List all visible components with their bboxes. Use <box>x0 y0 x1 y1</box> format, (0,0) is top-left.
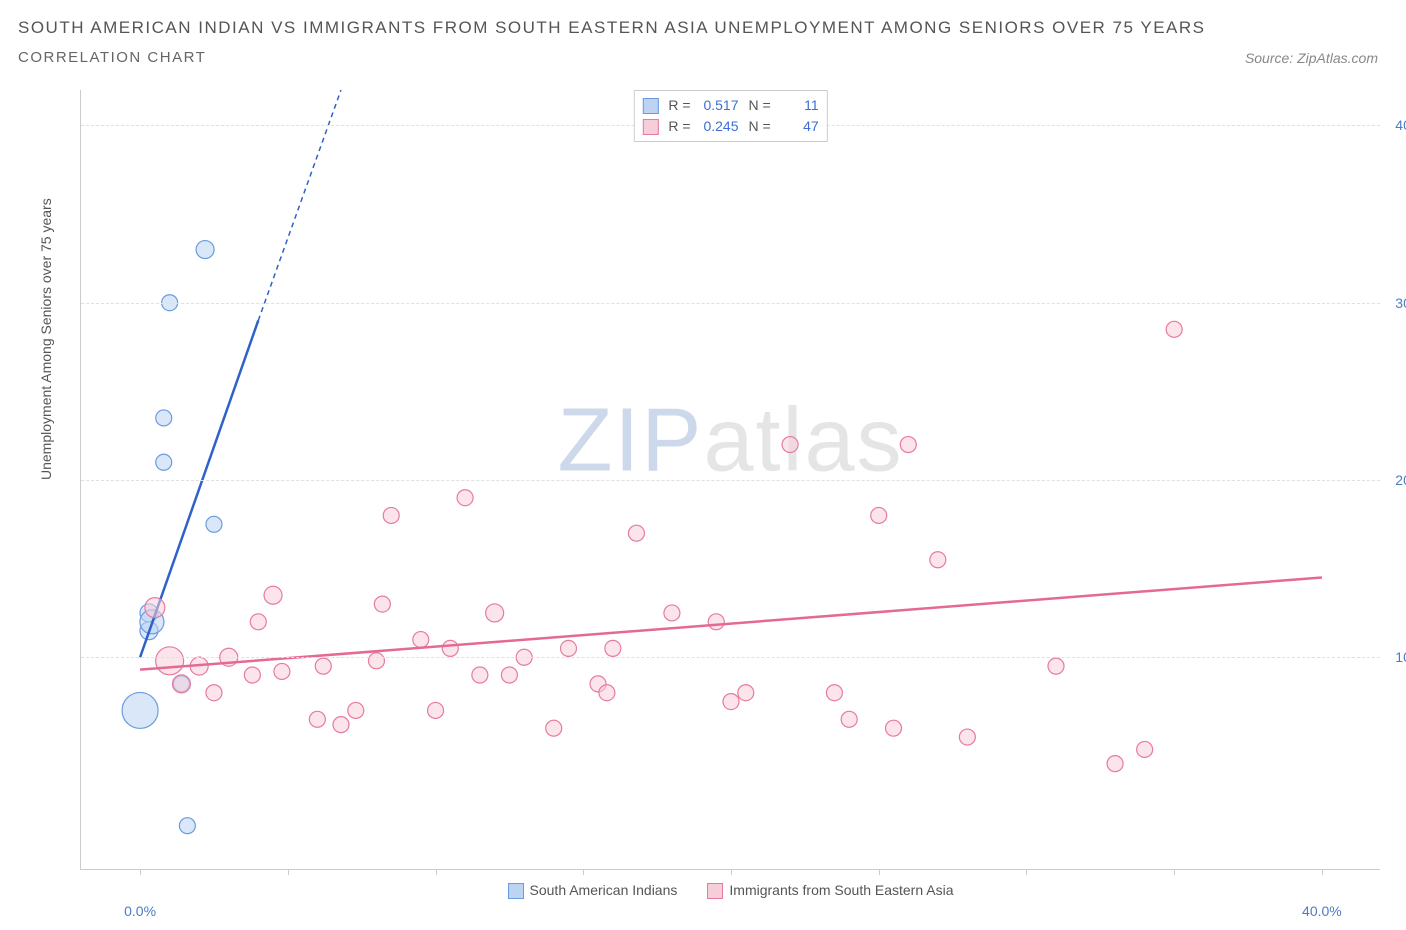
data-point <box>315 658 331 674</box>
data-point <box>206 685 222 701</box>
data-point <box>196 241 214 259</box>
data-point <box>156 410 172 426</box>
stats-row-series2: R = 0.245 N = 47 <box>642 116 818 137</box>
data-point <box>886 720 902 736</box>
data-point <box>841 711 857 727</box>
x-tick <box>140 869 141 875</box>
stats-legend-box: R = 0.517 N = 11 R = 0.245 N = 47 <box>633 90 827 142</box>
data-point <box>374 596 390 612</box>
data-point <box>871 507 887 523</box>
y-tick-label: 20.0% <box>1385 472 1406 488</box>
bottom-legend: South American Indians Immigrants from S… <box>508 882 954 899</box>
data-point <box>244 667 260 683</box>
x-tick <box>436 869 437 875</box>
x-tick-label: 0.0% <box>124 903 156 919</box>
legend-swatch-series1 <box>642 98 658 114</box>
chart-container: Unemployment Among Seniors over 75 years… <box>50 90 1390 870</box>
data-point <box>723 694 739 710</box>
source-attribution: Source: ZipAtlas.com <box>1245 50 1388 66</box>
data-point <box>628 525 644 541</box>
data-point <box>930 552 946 568</box>
data-point <box>1107 756 1123 772</box>
data-point <box>413 632 429 648</box>
data-point <box>501 667 517 683</box>
x-tick <box>731 869 732 875</box>
data-point <box>206 516 222 532</box>
x-tick <box>1174 869 1175 875</box>
y-tick-label: 40.0% <box>1385 117 1406 133</box>
y-axis-label: Unemployment Among Seniors over 75 years <box>38 198 54 480</box>
plot-area: ZIPatlas R = 0.517 N = 11 R = 0.245 N = … <box>80 90 1380 870</box>
data-point <box>156 454 172 470</box>
legend-item-series1: South American Indians <box>508 882 678 899</box>
data-point <box>179 818 195 834</box>
data-point <box>561 640 577 656</box>
data-point <box>333 717 349 733</box>
data-point <box>605 640 621 656</box>
x-tick <box>583 869 584 875</box>
x-tick <box>1026 869 1027 875</box>
data-point <box>959 729 975 745</box>
x-tick-label: 40.0% <box>1302 903 1342 919</box>
data-point <box>1166 321 1182 337</box>
data-point <box>599 685 615 701</box>
data-point <box>348 702 364 718</box>
data-point <box>122 692 158 728</box>
data-point <box>826 685 842 701</box>
data-point <box>274 663 290 679</box>
data-point <box>900 437 916 453</box>
data-point <box>486 604 504 622</box>
chart-title: SOUTH AMERICAN INDIAN VS IMMIGRANTS FROM… <box>18 14 1388 41</box>
data-point <box>145 598 165 618</box>
data-point <box>368 653 384 669</box>
data-point <box>1048 658 1064 674</box>
data-point <box>156 647 184 675</box>
data-point <box>1137 741 1153 757</box>
data-point <box>250 614 266 630</box>
data-point <box>264 586 282 604</box>
data-point <box>472 667 488 683</box>
data-point <box>172 675 190 693</box>
legend-item-series2: Immigrants from South Eastern Asia <box>707 882 953 899</box>
data-point <box>782 437 798 453</box>
stats-row-series1: R = 0.517 N = 11 <box>642 95 818 116</box>
gridline <box>81 657 1380 658</box>
gridline <box>81 480 1380 481</box>
trend-line <box>140 578 1322 670</box>
data-point <box>708 614 724 630</box>
y-tick-label: 10.0% <box>1385 649 1406 665</box>
y-tick-label: 30.0% <box>1385 295 1406 311</box>
header: SOUTH AMERICAN INDIAN VS IMMIGRANTS FROM… <box>0 0 1406 66</box>
gridline <box>81 303 1380 304</box>
data-point <box>457 490 473 506</box>
data-point <box>428 702 444 718</box>
legend-swatch-icon <box>707 883 723 899</box>
legend-swatch-icon <box>508 883 524 899</box>
x-tick <box>879 869 880 875</box>
x-tick <box>1322 869 1323 875</box>
x-tick <box>288 869 289 875</box>
chart-subtitle: CORRELATION CHART <box>18 49 206 66</box>
legend-swatch-series2 <box>642 119 658 135</box>
data-point <box>309 711 325 727</box>
data-point <box>664 605 680 621</box>
data-point <box>383 507 399 523</box>
data-point <box>442 640 458 656</box>
data-point <box>546 720 562 736</box>
data-point <box>738 685 754 701</box>
